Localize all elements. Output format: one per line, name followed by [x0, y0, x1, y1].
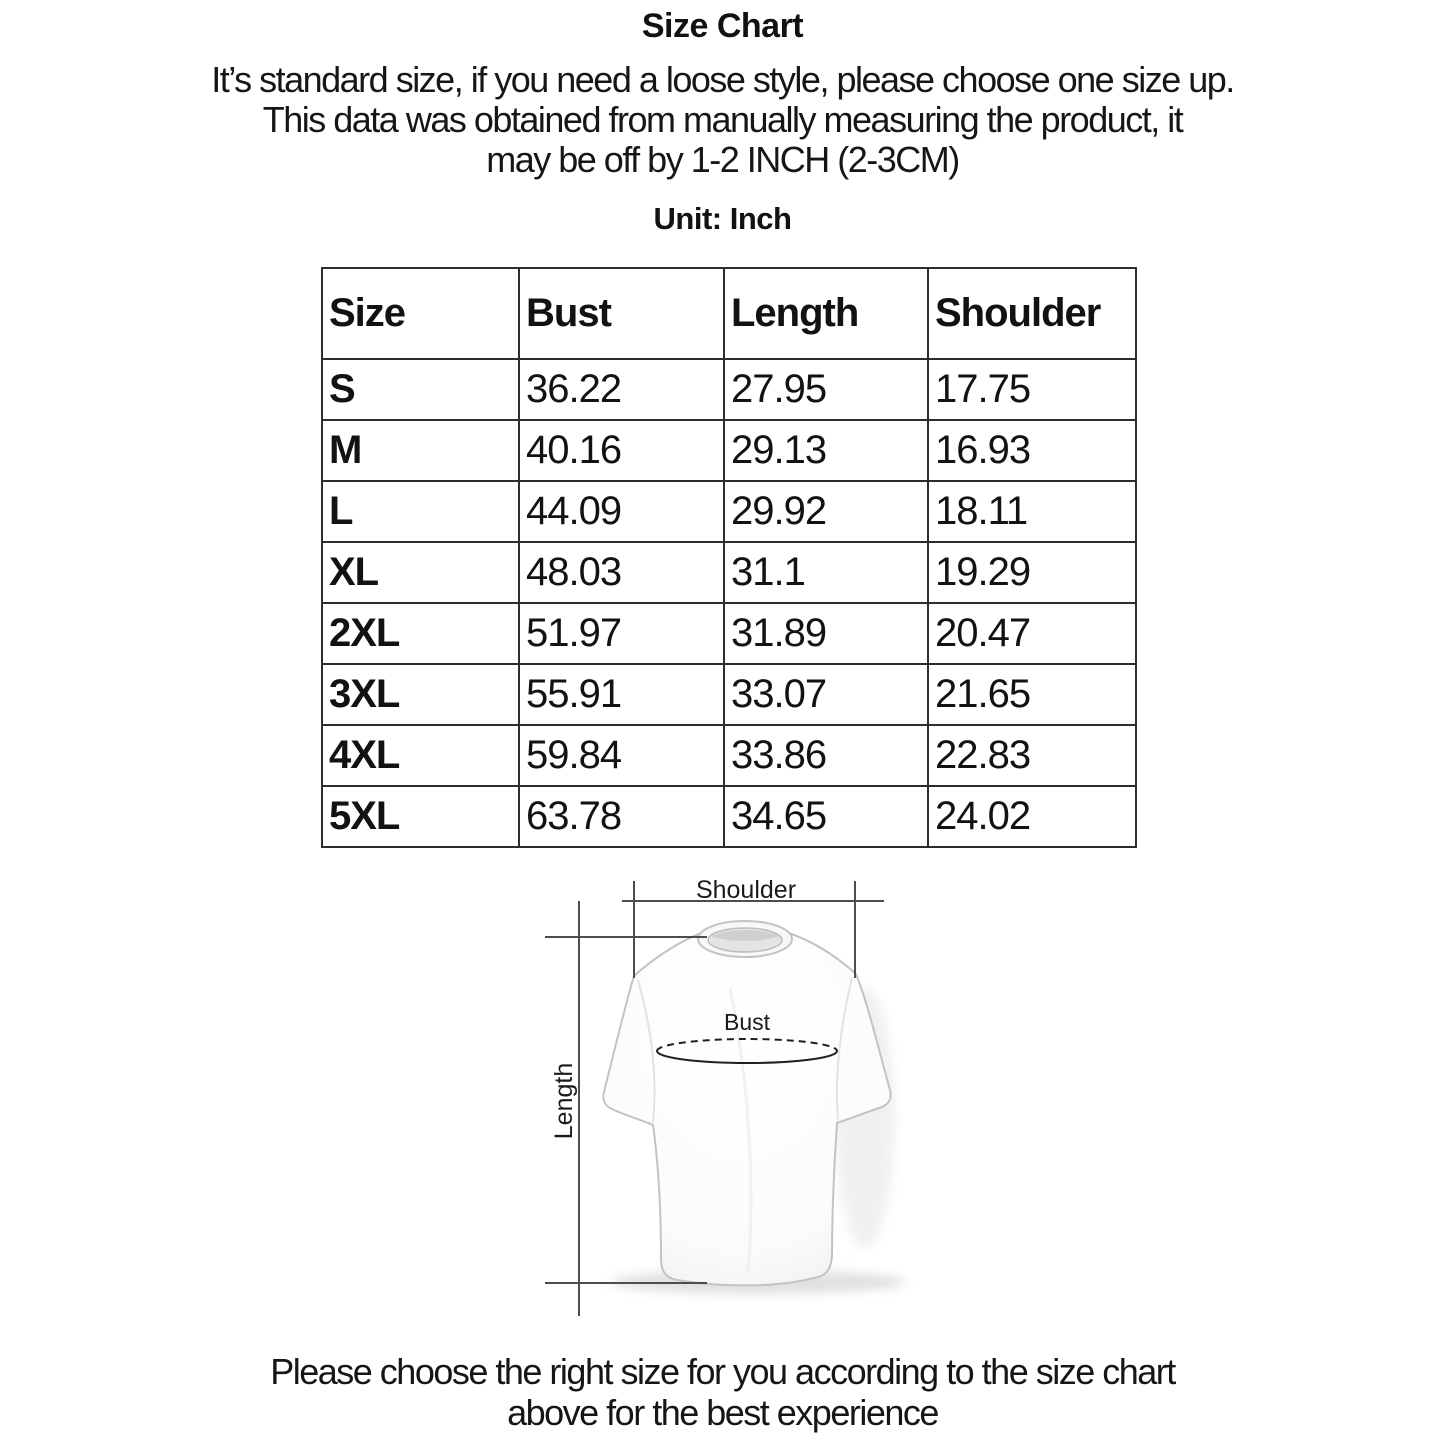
- sleeve-seam-left: [637, 979, 656, 1124]
- bust-cell: 44.09: [518, 480, 725, 543]
- column-header-bust: Bust: [518, 267, 725, 360]
- shoulder-cell: 22.83: [927, 724, 1137, 787]
- column-header-length: Length: [723, 267, 929, 360]
- bust-cell: 36.22: [518, 358, 725, 421]
- length-cell: 33.07: [723, 663, 929, 726]
- length-cell: 34.65: [723, 785, 929, 848]
- shoulder-cell: 17.75: [927, 358, 1137, 421]
- size-cell: S: [321, 358, 520, 421]
- bust-cell: 48.03: [518, 541, 725, 604]
- tshirt-measurement-diagram: Shoulder Bust Length: [545, 876, 906, 1316]
- bust-label: Bust: [724, 1009, 771, 1035]
- size-cell: 4XL: [321, 724, 520, 787]
- bust-ellipse-solid: [656, 1050, 838, 1064]
- length-cell: 29.92: [723, 480, 929, 543]
- size-cell: 2XL: [321, 602, 520, 665]
- intro-line-3: may be off by 1-2 INCH (2-3CM): [486, 139, 960, 180]
- table-row: 2XL 51.97 31.89 20.47: [321, 602, 1137, 665]
- size-cell: M: [321, 419, 520, 482]
- body-fold: [728, 987, 753, 1274]
- length-cell: 33.86: [723, 724, 929, 787]
- column-header-shoulder: Shoulder: [927, 267, 1137, 360]
- table-row: M 40.16 29.13 16.93: [321, 419, 1137, 482]
- collar-inner-shadow: [709, 930, 781, 941]
- shoulder-cell: 20.47: [927, 602, 1137, 665]
- bust-cell: 63.78: [518, 785, 725, 848]
- size-cell: XL: [321, 541, 520, 604]
- size-cell: 3XL: [321, 663, 520, 726]
- shoulder-cell: 24.02: [927, 785, 1137, 848]
- bust-cell: 40.16: [518, 419, 725, 482]
- size-table: Size Bust Length Shoulder S 36.22 27.95 …: [321, 267, 1137, 848]
- shoulder-cell: 21.65: [927, 663, 1137, 726]
- bust-cell: 55.91: [518, 663, 725, 726]
- bust-cell: 59.84: [518, 724, 725, 787]
- shoulder-label: Shoulder: [696, 876, 796, 904]
- table-row: L 44.09 29.92 18.11: [321, 480, 1137, 543]
- footer-line-1: Please choose the right size for you acc…: [270, 1351, 1176, 1392]
- shoulder-cell: 19.29: [927, 541, 1137, 604]
- length-cell: 29.13: [723, 419, 929, 482]
- table-row: 5XL 63.78 34.65 24.02: [321, 785, 1137, 848]
- shoulder-cell: 18.11: [927, 480, 1137, 543]
- size-cell: 5XL: [321, 785, 520, 848]
- length-cell: 27.95: [723, 358, 929, 421]
- size-cell: L: [321, 480, 520, 543]
- unit-label: Unit: Inch: [653, 201, 792, 236]
- sleeve-seam-right: [835, 977, 853, 1122]
- bust-cell: 51.97: [518, 602, 725, 665]
- column-header-size: Size: [321, 267, 520, 360]
- length-label: Length: [550, 1063, 578, 1139]
- length-cell: 31.89: [723, 602, 929, 665]
- table-row: 3XL 55.91 33.07 21.65: [321, 663, 1137, 726]
- table-row: 4XL 59.84 33.86 22.83: [321, 724, 1137, 787]
- table-header-row: Size Bust Length Shoulder: [321, 267, 1137, 360]
- footer-line-2: above for the best experience: [507, 1392, 939, 1433]
- length-cell: 31.1: [723, 541, 929, 604]
- page-title: Size Chart: [641, 7, 804, 45]
- intro-text: It’s standard size, if you need a loose …: [0, 60, 1445, 180]
- intro-line-1: It’s standard size, if you need a loose …: [211, 59, 1235, 100]
- bust-ellipse-dashed: [656, 1038, 838, 1052]
- table-row: S 36.22 27.95 17.75: [321, 358, 1137, 421]
- table-row: XL 48.03 31.1 19.29: [321, 541, 1137, 604]
- intro-line-2: This data was obtained from manually mea…: [262, 99, 1184, 140]
- shoulder-cell: 16.93: [927, 419, 1137, 482]
- footer-text: Please choose the right size for you acc…: [0, 1351, 1445, 1433]
